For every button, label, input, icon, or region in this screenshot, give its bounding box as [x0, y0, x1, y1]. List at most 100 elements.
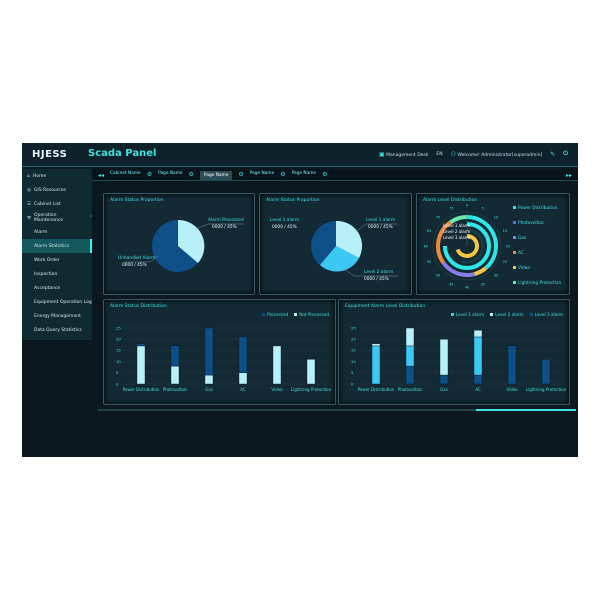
y-tick-label: 5 — [351, 370, 354, 375]
bar-chart: 0 5 10 15 20 25 Power Distribution Photovoltaic… — [351, 325, 567, 392]
tick-label: 65 — [427, 229, 431, 233]
legend-item: Level 3 alarm — [529, 312, 563, 317]
sidebar-item-alarm[interactable]: Alarm — [22, 225, 92, 239]
tick-label: 75 — [449, 207, 453, 211]
legend-item: Power Distribution — [513, 206, 561, 211]
bar-level-3-alarm — [541, 359, 551, 385]
ring-label: Level 3 alarm — [443, 235, 470, 240]
y-tick-label: 15 — [116, 348, 121, 353]
tick-label: 55 — [427, 260, 431, 264]
list-icon: ☰ — [27, 201, 32, 207]
tab-settings-icon[interactable]: ⚙ — [322, 170, 328, 178]
user-icon: ⚇ — [450, 150, 456, 158]
level1-value: 0000 / 45% — [368, 225, 393, 230]
sidebar-item-home[interactable]: ⌂ Home — [22, 169, 92, 183]
sidebar-item-energy-management[interactable]: Energy Management — [22, 309, 92, 323]
tab-settings-icon[interactable]: ⚙ — [188, 170, 194, 178]
legend-swatch — [529, 313, 533, 316]
y-tick-label: 10 — [116, 359, 121, 364]
bar-processed — [136, 343, 146, 347]
chevron-up-icon: ˄ — [89, 215, 93, 221]
language-switch[interactable]: EN — [436, 151, 443, 157]
tick-label: 50 — [436, 273, 440, 277]
tab-2[interactable]: Page Name — [199, 170, 233, 180]
sidebar-item-cabinet-list[interactable]: ☰ Cabinet List — [22, 197, 92, 211]
y-tick-label: 5 — [116, 370, 119, 375]
x-tick-label: Power Distribution — [123, 387, 160, 392]
tab-1[interactable]: Page Name — [158, 170, 183, 176]
sidebar-item-label: Cabinet List — [34, 201, 61, 207]
tick-label: 15 — [503, 229, 507, 233]
power-icon[interactable]: ⏻ — [563, 150, 568, 157]
x-tick-label: Gas — [205, 387, 213, 392]
y-tick-label: 25 — [351, 325, 356, 330]
bar-level-3-alarm — [473, 374, 483, 385]
page-title: Scada Panel — [88, 148, 157, 159]
tick-label: 70 — [436, 216, 440, 220]
tab-settings-icon[interactable]: ⚙ — [238, 170, 244, 178]
sidebar-item-inspection[interactable]: Inspection — [22, 267, 92, 281]
alarm-status-proportion-panel: Alarm Status Proportion Alarm Processed … — [103, 193, 255, 295]
bar-level-1-alarm — [371, 345, 381, 385]
y-tick-label: 20 — [351, 337, 356, 342]
pie-slice-level2 — [320, 246, 359, 272]
y-tick-label: 0 — [351, 381, 354, 386]
x-tick-label: Lightning Protection — [526, 387, 567, 392]
home-icon: ⌂ — [27, 173, 30, 179]
panel-title: Alarm Status Proportion — [110, 198, 164, 203]
sidebar-item-data-query-statistics[interactable]: Data Query Statistics — [22, 323, 92, 337]
legend-swatch — [513, 221, 516, 224]
sidebar-item-label: Inspection — [34, 271, 58, 277]
tabs-prev-icon[interactable]: ◂◂ — [98, 171, 105, 179]
tick-label: 20 — [506, 245, 510, 249]
sidebar-item-alarm-statistics[interactable]: Alarm Statistics — [22, 239, 92, 253]
tabs-next-icon[interactable]: ▸▸ — [565, 171, 572, 179]
tab-settings-icon[interactable]: ⚙ — [280, 170, 286, 178]
legend-swatch — [513, 251, 516, 254]
x-tick-label: Power Distribution — [358, 387, 395, 392]
x-tick-label: Video — [506, 387, 518, 392]
wrench-icon: ⚒ — [27, 215, 32, 221]
bar-level-2-alarm — [473, 330, 483, 338]
level1-arc — [443, 222, 491, 270]
legend-swatch — [294, 313, 298, 316]
management-desk-link[interactable]: ▣ Management Desk — [379, 150, 429, 158]
ring-segment — [436, 220, 452, 264]
ring-segment — [466, 215, 498, 270]
legend-swatch — [513, 266, 516, 269]
unhandled-value: 0000 / 45% — [122, 263, 147, 268]
sidebar-item-work-order[interactable]: Work Order — [22, 253, 92, 267]
legend-swatch — [262, 313, 266, 316]
tab-0[interactable]: Cabinet Name — [110, 170, 141, 176]
tick-label: 45 — [449, 282, 453, 286]
legend-item: Gas — [513, 236, 561, 241]
bar-level-3-alarm — [439, 374, 449, 385]
bar-not-processed — [272, 345, 282, 385]
y-tick-label: 10 — [351, 359, 356, 364]
sidebar-item-equipment-operation-log[interactable]: Equipment Operation Log — [22, 295, 92, 309]
sidebar-item-label: Equipment Operation Log — [34, 299, 92, 305]
sidebar-item-acceptance[interactable]: Acceptance — [22, 281, 92, 295]
bar-level-2-alarm — [439, 339, 449, 376]
sidebar-item-gis-resources[interactable]: ◎ GIS Resources — [22, 183, 92, 197]
logo: HJESS — [32, 149, 68, 160]
level2-arc — [461, 228, 485, 264]
pie-slice-level1 — [336, 220, 363, 258]
tab-3[interactable]: Page Name — [249, 170, 275, 176]
level3-arc — [455, 234, 479, 258]
edit-icon[interactable]: ✎ — [550, 150, 556, 158]
ring-segment — [449, 215, 468, 224]
sidebar-item-operation-maintenance[interactable]: ⚒ Operation Maintenance ˄ — [22, 211, 92, 225]
legend-item: Video — [513, 266, 561, 271]
bar-level-3-alarm — [507, 345, 517, 385]
processed-label: Alarm Processed — [208, 218, 244, 223]
level2-label: Level 2 alarm — [364, 270, 394, 275]
tab-4[interactable]: Page Name — [291, 170, 317, 176]
legend-item: AC — [513, 251, 561, 256]
x-tick-label: Lightning Protection — [291, 387, 332, 392]
x-tick-label: Photovoltaic — [398, 387, 423, 392]
tab-settings-icon[interactable]: ⚙ — [146, 170, 153, 178]
globe-icon: ◎ — [27, 187, 31, 193]
y-tick-label: 0 — [116, 381, 119, 386]
user-menu[interactable]: ⚇ Welcome! Administrator[superadmin] — [450, 150, 543, 158]
